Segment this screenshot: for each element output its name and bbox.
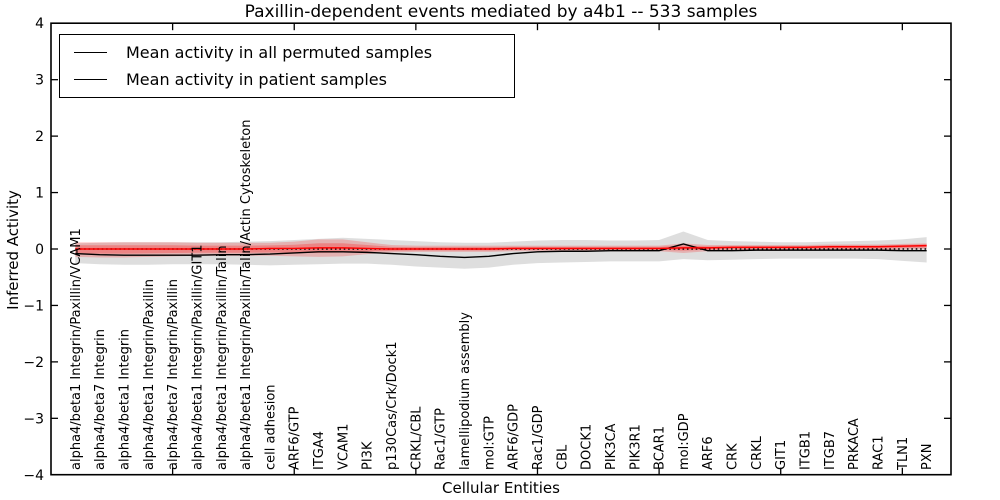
x-tick-label: ITGB1 (799, 431, 814, 470)
y-tick-label: 1 (35, 186, 44, 202)
y-tick-label: −3 (23, 411, 44, 427)
x-tick-label: ITGA4 (312, 431, 327, 470)
x-tick-label: alpha4/beta1 Integrin/Paxillin/Talin (215, 245, 230, 470)
x-tick-label: Rac1/GDP (531, 405, 546, 470)
x-axis-title: Cellular Entities (442, 479, 560, 497)
x-tick-label: mol:GDP (677, 413, 692, 470)
x-tick-label: p130Cas/Crk/Dock1 (385, 341, 400, 470)
permuted-mean-line (75, 243, 927, 259)
y-tick-label: 0 (35, 242, 44, 258)
y-tick-label: 3 (35, 73, 44, 89)
x-tick-label: CBL (555, 444, 570, 470)
y-tick-label: 4 (35, 16, 44, 32)
x-tick-label: Rac1/GTP (434, 408, 449, 470)
y-tick-label: −4 (23, 468, 44, 484)
x-tick-label: cell adhesion (263, 384, 278, 470)
legend: Mean activity in all permuted samples Me… (59, 34, 515, 98)
legend-label-patient: Mean activity in patient samples (126, 69, 387, 89)
x-tick-label: ARF6/GTP (288, 406, 303, 470)
x-tick-label: alpha4/beta1 Integrin/Paxillin/Talin/Act… (239, 120, 254, 470)
legend-item-patient: Mean activity in patient samples (74, 71, 514, 89)
x-tick-label: GIT1 (774, 440, 789, 470)
x-tick-label: PIK3R1 (628, 424, 643, 470)
x-tick-label: ITGB7 (823, 431, 838, 470)
x-tick-label: VCAM1 (336, 424, 351, 470)
chart-title: Paxillin-dependent events mediated by a4… (244, 2, 758, 22)
y-axis-labels: 4 3 2 1 0 −1 −2 −3 −4 (23, 16, 44, 484)
x-tick-label: alpha4/beta7 Integrin (93, 329, 108, 470)
x-tick-label: TLN1 (896, 437, 911, 471)
x-tick-label: PXN (920, 444, 935, 470)
x-tick-label: CRKL (750, 435, 765, 470)
patient-mean-line (75, 244, 927, 250)
x-tick-label: alpha4/beta7 Integrin/Paxillin (166, 279, 181, 470)
patient-line-swatch (74, 79, 107, 80)
x-tick-label: PIK3CA (604, 423, 619, 470)
x-tick-label: lamellipodium assembly (458, 312, 473, 470)
x-tick-label: ARF6/GDP (507, 404, 522, 470)
legend-label-permuted: Mean activity in all permuted samples (126, 42, 433, 62)
y-axis-title: Inferred Activity (4, 190, 22, 310)
x-axis-labels: alpha4/beta1 Integrin/Paxillin/VCAM1 alph… (69, 120, 935, 471)
x-tick-label: PI3K (361, 441, 376, 470)
y-tick-label: 2 (35, 129, 44, 145)
x-tick-label: PRKACA (847, 418, 862, 470)
x-tick-label: alpha4/beta1 Integrin/Paxillin/GIT1 (190, 244, 205, 470)
x-tick-label: BCAR1 (653, 426, 668, 470)
x-tick-label: mol:GTP (482, 416, 497, 470)
x-tick-label: alpha4/beta1 Integrin (117, 329, 132, 470)
permuted-confidence-band (75, 231, 927, 269)
x-tick-label: alpha4/beta1 Integrin/Paxillin/VCAM1 (69, 228, 84, 470)
x-tick-label: RAC1 (872, 435, 887, 470)
x-tick-label: ARF6 (701, 436, 716, 470)
x-tick-label: DOCK1 (580, 424, 595, 470)
x-tick-label: alpha4/beta1 Integrin/Paxillin (142, 279, 157, 470)
series-lines (75, 243, 927, 259)
legend-item-permuted: Mean activity in all permuted samples (74, 44, 514, 62)
plot-border (50, 22, 952, 476)
y-tick-label: −1 (23, 298, 44, 314)
y-tick-label: −2 (23, 355, 44, 371)
x-tick-label: CRKL/CBL (409, 406, 424, 470)
x-tick-label: CRK (726, 443, 741, 470)
permuted-line-swatch (74, 52, 107, 53)
